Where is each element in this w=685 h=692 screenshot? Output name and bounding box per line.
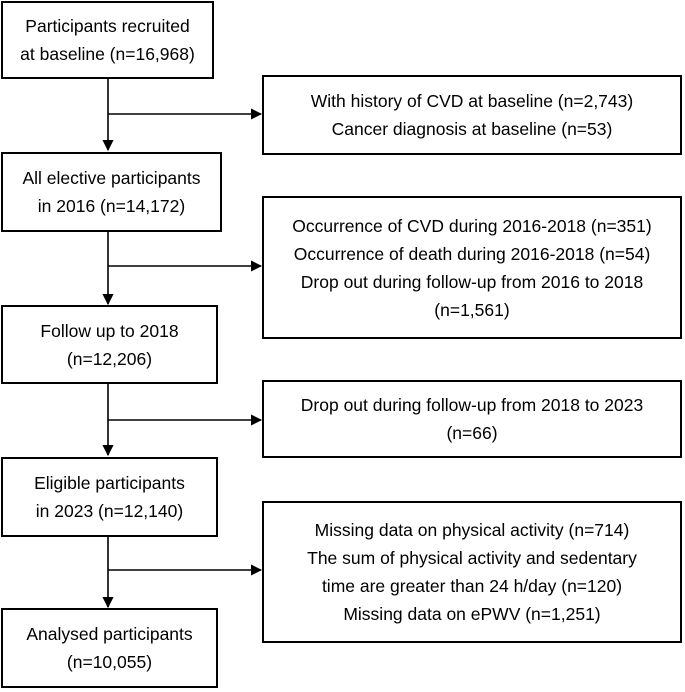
box-line: Analysed participants: [26, 624, 193, 644]
box-line: Occurrence of CVD during 2016-2018 (n=35…: [292, 215, 652, 236]
box-line: The sum of physical activity and sedenta…: [307, 548, 637, 568]
box-line: Missing data on ePWV (n=1,251): [343, 604, 601, 624]
box-line: Participants recruited: [25, 16, 190, 36]
box-line: at baseline (n=16,968): [20, 44, 195, 64]
box-line: Follow up to 2018: [40, 320, 179, 341]
box-line: (n=12,206): [66, 348, 153, 369]
box-line: All elective participants: [22, 168, 201, 188]
box-excl-baseline: With history of CVD at baseline (n=2,743…: [262, 75, 682, 155]
box-line: Occurrence of death during 2016-2018 (n=…: [293, 243, 651, 264]
box-line: time are greater than 24 h/day (n=120): [321, 576, 623, 596]
box-line: in 2016 (n=14,172): [37, 196, 186, 216]
box-line: (n=66): [446, 423, 498, 443]
box-recruited: Participants recruited at baseline (n=16…: [1, 1, 214, 79]
box-line: Drop out during follow-up from 2018 to 2…: [300, 395, 644, 415]
box-line: With history of CVD at baseline (n=2,743…: [310, 91, 634, 111]
box-line: Drop out during follow-up from 2016 to 2…: [300, 271, 644, 292]
box-line: Eligible participants: [34, 473, 185, 493]
box-excl-missing: Missing data on physical activity (n=714…: [262, 501, 682, 643]
box-line: Cancer diagnosis at baseline (n=53): [331, 119, 613, 139]
box-line: (n=1,561): [434, 299, 510, 320]
box-followup: Follow up to 2018 (n=12,206): [1, 305, 218, 384]
box-line: Missing data on physical activity (n=714…: [314, 520, 630, 540]
box-line: (n=10,055): [66, 652, 153, 672]
box-line: in 2023 (n=12,140): [35, 501, 184, 521]
box-excl-2018-2023: Drop out during follow-up from 2018 to 2…: [262, 380, 682, 458]
box-excl-2016-2018: Occurrence of CVD during 2016-2018 (n=35…: [262, 196, 682, 339]
box-eligible: Eligible participants in 2023 (n=12,140): [1, 457, 218, 537]
box-analysed: Analysed participants (n=10,055): [1, 608, 218, 688]
box-elective: All elective participants in 2016 (n=14,…: [1, 152, 222, 232]
